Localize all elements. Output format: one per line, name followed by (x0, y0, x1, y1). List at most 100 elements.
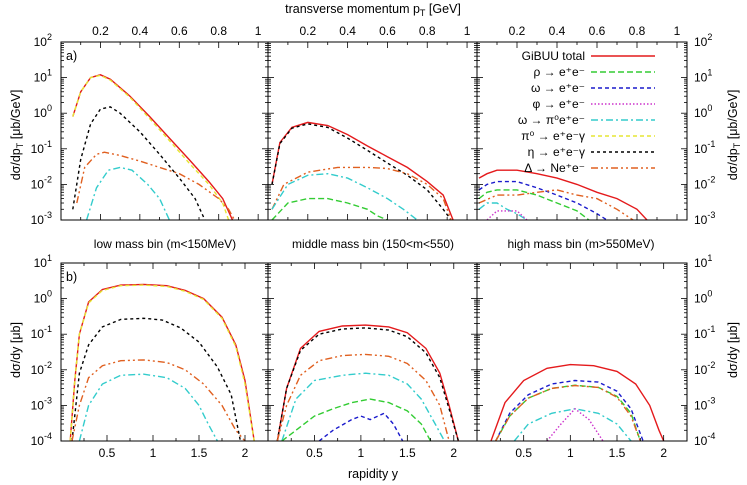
curve-top-2-14 (478, 202, 528, 220)
curve-bot-1-21 (276, 324, 460, 441)
bot-ytick-right-2: 10-1 (694, 324, 715, 341)
curve-bot-2-32 (546, 407, 604, 441)
curve-bot-1-24 (281, 372, 446, 441)
y-tick-0-0: 0.5 (99, 446, 116, 460)
y-tick-1-0: 0.5 (306, 446, 323, 460)
bot-ytick-left-1: 100 (34, 289, 52, 306)
curve-top-1-6 (271, 123, 452, 220)
bot-ytick-left-4: 10-3 (31, 395, 52, 412)
bot-ytick-left-2: 10-1 (31, 324, 52, 341)
y-label-top-left: dσ/dpT [μb/GeV] (9, 90, 25, 181)
y-tick-2-0: 0.5 (515, 446, 532, 460)
bot-ytick-right-5: 10-4 (694, 431, 715, 448)
curve-bot-1-23 (276, 353, 450, 441)
bot-ytick-right-3: 10-2 (694, 360, 715, 377)
bot-ytick-left-5: 10-4 (31, 431, 52, 448)
y-tick-0-3: 2 (242, 446, 249, 460)
panel-frame-bot-2 (476, 262, 688, 442)
y-tick-0-2: 1.5 (191, 446, 208, 460)
panel-frame-top-0 (60, 41, 269, 221)
pt-tick-2-0: 0.2 (509, 24, 526, 38)
bot-ytick-right-4: 10-3 (694, 395, 715, 412)
curve-top-1-8 (271, 172, 418, 220)
curve-top-2-12 (478, 189, 634, 220)
pt-tick-0-1: 0.4 (132, 24, 149, 38)
curve-bot-2-27 (490, 363, 665, 441)
top-ytick-left-0: 102 (34, 32, 52, 49)
top-ytick-right-0: 102 (694, 32, 712, 49)
legend-label-7: Δ → Ne⁺e⁻ (524, 161, 585, 175)
top-ytick-right-1: 101 (694, 68, 712, 85)
curve-top-0-1 (72, 74, 230, 220)
legend-label-1: ρ → e⁺e⁻ (533, 65, 585, 79)
legend-label-2: ω → e⁺e⁻ (531, 81, 585, 95)
curve-top-2-10 (478, 169, 648, 220)
curve-bot-2-28 (495, 379, 644, 441)
curve-top-1-5 (271, 121, 454, 220)
panel-frame-top-1 (267, 41, 478, 221)
bin-title-high: high mass bin (m>550MeV) (507, 237, 654, 251)
pt-tick-2-3: 0.8 (629, 24, 646, 38)
top-axis-label: transverse momentum pT [GeV] (285, 2, 461, 18)
legend-label-3: φ → e⁺e⁻ (533, 97, 585, 111)
curve-top-0-4 (85, 166, 171, 220)
pt-tick-0-4: 1 (255, 24, 262, 38)
pt-tick-2-1: 0.4 (549, 24, 566, 38)
y-tick-1-3: 2 (450, 446, 457, 460)
curve-top-2-11 (478, 180, 608, 220)
curve-bot-0-20 (78, 373, 219, 441)
legend-label-5: π⁰ → e⁺e⁻γ (521, 129, 585, 143)
y-label-bottom-left: dσ/dy [μb] (9, 322, 23, 378)
top-ytick-left-5: 10-3 (31, 210, 52, 227)
top-ytick-right-3: 10-1 (694, 139, 715, 156)
pt-tick-1-4: 1 (464, 24, 471, 38)
panel-frame-top-2 (476, 41, 688, 221)
panel-b-label: b) (66, 270, 77, 284)
bot-ytick-right-1: 100 (694, 289, 712, 306)
bin-title-low: low mass bin (m<150MeV) (94, 237, 236, 251)
legend-label-6: η → e⁺e⁻γ (528, 145, 585, 159)
y-tick-0-1: 1 (150, 446, 157, 460)
curve-top-0-3 (76, 151, 236, 220)
legend-label-0: GiBUU total (522, 49, 585, 63)
bot-ytick-right-0: 101 (694, 253, 712, 270)
y-tick-1-1: 1 (358, 446, 365, 460)
pt-tick-0-3: 0.8 (210, 24, 227, 38)
curve-bot-1-26 (318, 412, 404, 441)
y-tick-1-2: 1.5 (399, 446, 416, 460)
y-label-top-right: dσ/dpT [μb/GeV] (726, 90, 742, 181)
top-ytick-right-4: 10-2 (694, 174, 715, 191)
curve-bot-2-29 (495, 384, 641, 441)
pt-tick-1-2: 0.6 (379, 24, 396, 38)
top-ytick-left-1: 101 (34, 68, 52, 85)
pt-tick-1-3: 0.8 (419, 24, 436, 38)
curve-bot-1-25 (281, 398, 432, 441)
curve-bot-2-30 (495, 384, 641, 441)
legend-label-4: ω → π⁰e⁺e⁻ (518, 113, 585, 127)
pt-tick-0-2: 0.6 (171, 24, 188, 38)
panel-a-label: a) (66, 49, 77, 63)
y-tick-2-1: 1 (567, 446, 574, 460)
curve-bot-2-31 (513, 408, 632, 441)
y-tick-2-2: 1.5 (609, 446, 626, 460)
curve-top-2-13 (478, 189, 590, 220)
top-ytick-left-2: 100 (34, 103, 52, 120)
bin-title-middle: middle mass bin (150<m<550) (292, 237, 454, 251)
curve-top-1-9 (271, 197, 388, 220)
curves-group (69, 74, 665, 441)
pt-tick-1-0: 0.2 (299, 24, 316, 38)
bot-ytick-left-0: 101 (34, 253, 52, 270)
pt-tick-0-0: 0.2 (92, 24, 109, 38)
y-tick-2-3: 2 (660, 446, 667, 460)
bot-ytick-left-3: 10-2 (31, 360, 52, 377)
curve-top-1-7 (271, 166, 452, 220)
bottom-axis-label: rapidity y (348, 467, 399, 481)
pt-tick-2-2: 0.6 (589, 24, 606, 38)
pt-tick-1-1: 0.4 (339, 24, 356, 38)
pt-tick-2-4: 1 (674, 24, 681, 38)
y-label-bottom-right: dσ/dy [μb] (726, 322, 740, 378)
top-ytick-right-2: 100 (694, 103, 712, 120)
curve-top-0-2 (72, 106, 206, 220)
